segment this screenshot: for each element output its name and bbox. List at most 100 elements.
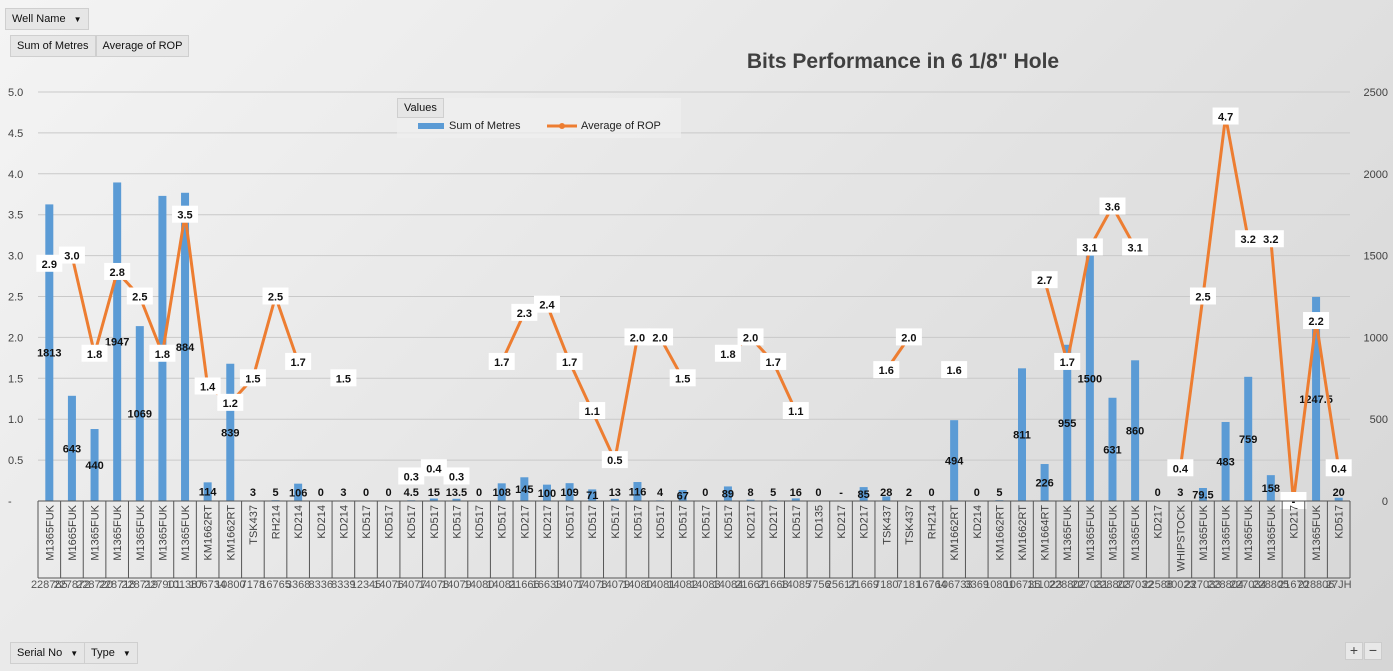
- rop-data-label: 0.3: [449, 471, 464, 483]
- rop-data-label: 1.8: [155, 349, 170, 361]
- left-axis-tick-label: 4.5: [8, 128, 23, 140]
- rop-label-box: [782, 402, 809, 420]
- average-of-rop-field-button[interactable]: Average of ROP: [95, 35, 190, 57]
- x-axis: M1365FUK M1665FUK M1365FUK M1365FUK M1365FUK…: [31, 500, 1352, 591]
- rop-label-box: [669, 369, 696, 387]
- metres-bar: [1018, 368, 1026, 501]
- rop-label-box: [36, 254, 63, 272]
- metres-data-label: 0: [815, 487, 821, 499]
- type-tick-label: KM1664RT: [1040, 505, 1052, 561]
- metres-data-label: 71: [586, 490, 598, 502]
- rop-data-label: 3.1: [1127, 242, 1142, 254]
- serial-tick-label: 227032: [1117, 579, 1154, 591]
- serial-tick-label: 227033: [1185, 579, 1222, 591]
- type-tick-label: KD214: [972, 505, 984, 539]
- metres-data-label: 5: [770, 487, 776, 499]
- metres-bar: [452, 498, 461, 501]
- rop-data-label: 3.5: [177, 210, 192, 222]
- metres-bar: [45, 204, 54, 502]
- rop-label-box: [1235, 230, 1262, 248]
- metres-bar: [1221, 421, 1230, 501]
- type-tick-label: M1365FUK: [1311, 504, 1323, 560]
- legend-item-metres: Sum of Metres: [418, 120, 521, 132]
- metres-bar: [791, 498, 800, 501]
- rop-label-box: [149, 344, 176, 362]
- serial-tick-label: 227034: [1230, 579, 1267, 591]
- metres-data-label: 440: [85, 460, 103, 472]
- metres-bar: [294, 483, 303, 501]
- metres-data-label: -: [839, 487, 843, 499]
- type-tick-label: KD517: [429, 505, 441, 539]
- serial-tick-label: 21667: [735, 579, 766, 591]
- rop-data-label: 1.6: [946, 365, 961, 377]
- metres-data-label: 0: [928, 487, 934, 499]
- left-axis-tick-label: -: [8, 496, 12, 508]
- rop-data-label: 2.5: [1195, 292, 1210, 304]
- metres-data-label: 2: [906, 487, 912, 499]
- well-name-filter-button[interactable]: Well Name ▼: [5, 8, 89, 30]
- rop-data-label: 1.7: [290, 357, 305, 369]
- metres-bar: [67, 395, 76, 501]
- serial-no-field-button[interactable]: Serial No ▼: [10, 642, 86, 664]
- metres-bar: [633, 482, 642, 501]
- rop-data-label: 2.5: [132, 292, 147, 304]
- serial-tick-label: 8339: [331, 579, 355, 591]
- metres-bar: [950, 420, 959, 501]
- metres-data-label: 13: [609, 487, 621, 499]
- metres-bar: [565, 483, 574, 501]
- rop-data-label: 1.7: [1060, 357, 1075, 369]
- type-tick-label: M1365FUK: [112, 504, 124, 560]
- metres-data-label: 28: [880, 487, 892, 499]
- metres-data-label: 1813: [37, 348, 61, 360]
- metres-data-label: 4: [657, 487, 664, 499]
- metres-data-label: 955: [1058, 418, 1076, 430]
- type-tick-label: M1365FUK: [1107, 504, 1119, 560]
- left-axis-tick-label: 3.0: [8, 251, 23, 263]
- expand-button[interactable]: +: [1345, 642, 1363, 660]
- metres-bar: [135, 326, 144, 501]
- metres-bar: [1108, 397, 1117, 501]
- type-tick-label: KD517: [791, 505, 803, 539]
- collapse-button[interactable]: −: [1364, 642, 1382, 660]
- type-tick-label: KD217: [542, 505, 554, 539]
- metres-data-label: 759: [1239, 434, 1257, 446]
- dropdown-arrow-icon: ▼: [122, 648, 131, 658]
- metres-data-label: 79.5: [1192, 489, 1213, 501]
- rop-data-label: 1.7: [766, 357, 781, 369]
- type-tick-label: M1365FUK: [180, 504, 192, 560]
- rop-label-box: [285, 352, 312, 370]
- serial-tick-label: 228805: [1252, 579, 1289, 591]
- serial-tick-label: 7178: [241, 579, 265, 591]
- dropdown-arrow-icon: ▼: [73, 14, 82, 24]
- type-tick-label: KD517: [497, 505, 509, 539]
- type-field-button[interactable]: Type ▼: [84, 642, 138, 664]
- rop-label-box: [330, 369, 357, 387]
- metres-bar: [1198, 487, 1207, 501]
- rop-label-box: [941, 361, 968, 379]
- serial-tick-label: 22588: [1142, 579, 1173, 591]
- serial-tick-label: 106734: [189, 579, 226, 591]
- chart-title: Bits Performance in 6 1/8" Hole: [747, 50, 1059, 73]
- sum-of-metres-field-button[interactable]: Sum of Metres: [10, 35, 96, 57]
- rop-label-box: [760, 352, 787, 370]
- serial-tick-label: 227031: [1072, 579, 1109, 591]
- rop-data-label: 2.0: [901, 332, 916, 344]
- type-tick-label: KD517: [610, 505, 622, 539]
- serial-tick-label: 106735: [1004, 579, 1041, 591]
- left-axis-tick-label: 2.0: [8, 332, 23, 344]
- serial-tick-label: 7756: [806, 579, 830, 591]
- legend-values-button[interactable]: Values: [397, 98, 444, 118]
- rop-data-label: 1.7: [494, 357, 509, 369]
- rop-data-label: 3.0: [64, 251, 79, 263]
- serial-tick-label: 14078: [577, 579, 608, 591]
- serial-tick-label: 30023: [1165, 579, 1196, 591]
- metres-data-label: 494: [945, 456, 964, 468]
- metres-data-label: 5: [996, 487, 1002, 499]
- serial-tick-label: 228804: [1207, 579, 1244, 591]
- left-axis-tick-label: 2.5: [8, 292, 23, 304]
- average-of-rop-field-label: Average of ROP: [102, 40, 183, 52]
- rop-label-box: [262, 287, 289, 305]
- serial-tick-label: 14083: [690, 579, 721, 591]
- left-axis-tick-label: 5.0: [8, 87, 23, 99]
